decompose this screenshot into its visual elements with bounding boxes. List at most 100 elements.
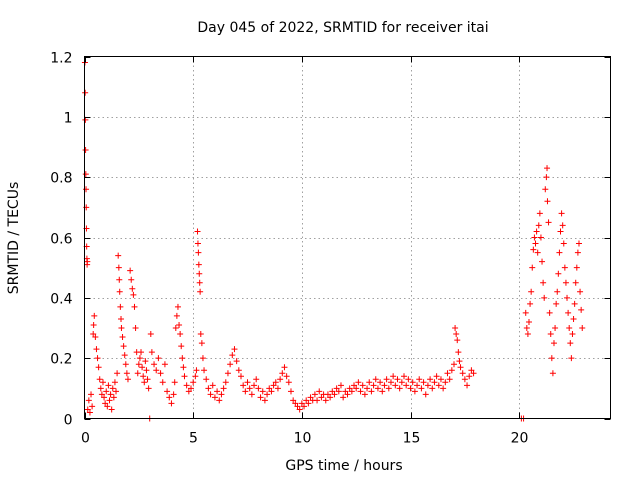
data-point	[257, 394, 264, 401]
data-point	[88, 391, 95, 398]
data-point	[532, 240, 539, 247]
data-point	[578, 306, 585, 313]
data-point	[537, 234, 544, 241]
data-point	[368, 388, 375, 395]
data-point	[255, 385, 262, 392]
data-point	[196, 270, 203, 277]
data-point	[394, 376, 401, 383]
data-point	[303, 397, 310, 404]
data-point	[115, 252, 122, 259]
data-point	[314, 397, 321, 404]
data-point	[524, 331, 531, 338]
data-point	[195, 249, 202, 256]
data-point	[351, 382, 358, 389]
data-point	[366, 379, 373, 386]
data-point	[211, 394, 218, 401]
data-point	[554, 288, 561, 295]
data-point	[174, 303, 181, 310]
data-point	[550, 340, 557, 347]
data-point	[86, 409, 93, 416]
data-point	[552, 325, 559, 331]
data-point	[108, 406, 115, 413]
data-point	[292, 400, 299, 407]
data-point	[294, 403, 301, 410]
data-point	[131, 303, 138, 310]
data-point	[331, 391, 338, 398]
data-point	[531, 234, 538, 241]
data-point	[337, 382, 344, 389]
data-point	[539, 258, 546, 265]
data-point	[171, 379, 178, 386]
data-point	[224, 370, 231, 377]
data-point	[569, 331, 576, 338]
data-point	[424, 382, 431, 389]
data-point	[372, 376, 379, 383]
data-point	[177, 331, 184, 338]
data-point	[197, 288, 204, 295]
data-point	[555, 270, 562, 277]
data-point	[346, 385, 353, 392]
data-point	[559, 222, 566, 229]
data-point	[227, 361, 234, 368]
data-point	[353, 385, 360, 392]
data-point	[168, 400, 175, 407]
data-point	[196, 279, 203, 286]
data-point	[335, 388, 342, 395]
data-point	[440, 385, 447, 392]
data-point	[229, 352, 236, 359]
data-point	[157, 370, 164, 377]
data-point	[456, 358, 463, 365]
y-tick-label: 0.8	[50, 171, 72, 187]
data-point	[546, 309, 553, 316]
data-point	[567, 340, 574, 347]
data-point	[99, 379, 106, 386]
data-point	[468, 367, 475, 374]
x-tick-label: 5	[189, 431, 198, 447]
data-point	[111, 379, 118, 386]
data-point	[261, 397, 268, 404]
data-point	[98, 391, 105, 398]
data-point	[565, 309, 572, 316]
data-point	[264, 391, 271, 398]
data-point	[448, 367, 455, 374]
data-point	[188, 385, 195, 392]
data-point	[344, 391, 351, 398]
data-point	[287, 388, 294, 395]
data-point	[279, 370, 286, 377]
data-point	[195, 261, 202, 268]
data-point	[161, 361, 168, 368]
data-point	[396, 385, 403, 392]
data-point	[451, 361, 458, 368]
data-point	[536, 210, 543, 217]
data-point	[571, 300, 578, 307]
data-point	[544, 198, 551, 205]
data-point	[534, 249, 541, 256]
data-point	[148, 349, 155, 356]
data-point	[311, 391, 318, 398]
data-point	[272, 379, 279, 386]
data-point	[558, 210, 565, 217]
data-point	[136, 355, 143, 362]
data-point	[437, 376, 444, 383]
grid	[84, 56, 611, 419]
data-point	[557, 228, 564, 235]
data-point	[525, 318, 532, 325]
data-point	[115, 264, 122, 271]
data-point	[466, 373, 473, 380]
data-point	[207, 391, 214, 398]
x-tick-label: 15	[403, 431, 421, 447]
data-point	[114, 370, 121, 377]
data-point	[220, 385, 227, 392]
data-point	[201, 367, 208, 374]
x-tick-label: 10	[294, 431, 312, 447]
data-point	[94, 355, 101, 362]
data-point	[414, 382, 421, 389]
y-tick-label: 0.2	[50, 352, 72, 368]
data-point	[118, 315, 125, 322]
y-tick-label: 1	[64, 111, 73, 127]
data-point	[446, 376, 453, 383]
data-point	[435, 382, 442, 389]
data-point	[96, 376, 103, 383]
data-point	[342, 388, 349, 395]
data-point	[173, 312, 180, 319]
